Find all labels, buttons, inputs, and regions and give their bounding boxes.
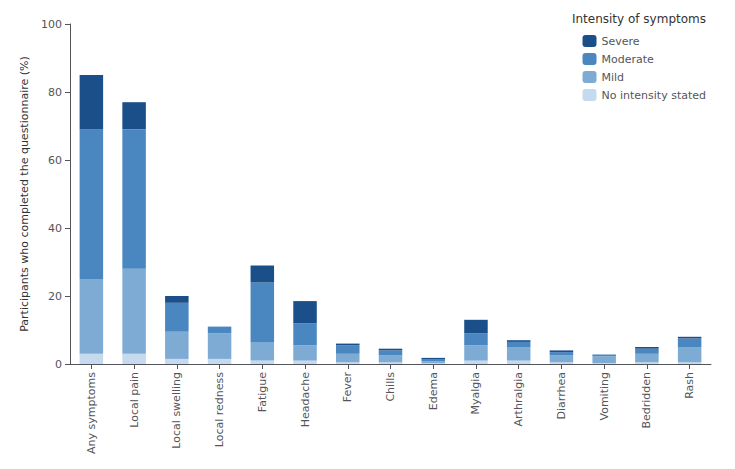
svg-text:Myalgia: Myalgia [469, 372, 482, 415]
svg-text:Severe: Severe [602, 35, 640, 48]
svg-text:Local pain: Local pain [128, 372, 141, 428]
svg-text:Chills: Chills [384, 372, 397, 402]
svg-text:40: 40 [48, 222, 62, 235]
svg-text:20: 20 [48, 290, 62, 303]
svg-text:Moderate: Moderate [602, 53, 655, 66]
svg-text:Headache: Headache [299, 372, 312, 428]
svg-text:Participants who completed the: Participants who completed the questionn… [18, 56, 31, 332]
svg-text:60: 60 [48, 154, 62, 167]
svg-text:Local swelling: Local swelling [170, 372, 183, 449]
svg-text:No intensity stated: No intensity stated [602, 89, 707, 102]
svg-text:Bedridden: Bedridden [640, 372, 653, 429]
svg-text:Any symptoms: Any symptoms [85, 372, 98, 454]
svg-text:Diarrhea: Diarrhea [555, 372, 568, 419]
svg-text:80: 80 [48, 86, 62, 99]
svg-text:Fatigue: Fatigue [256, 372, 269, 412]
svg-text:Edema: Edema [427, 372, 440, 410]
svg-text:Arthralgia: Arthralgia [512, 372, 525, 426]
svg-text:Fever: Fever [341, 372, 354, 403]
svg-text:0: 0 [55, 358, 62, 371]
svg-text:Intensity of symptoms: Intensity of symptoms [572, 12, 706, 26]
svg-text:Rash: Rash [683, 372, 696, 399]
svg-text:Local redness: Local redness [213, 372, 226, 448]
svg-text:Vomiting: Vomiting [598, 372, 611, 421]
svg-text:100: 100 [41, 18, 62, 31]
svg-text:Mild: Mild [602, 71, 625, 84]
